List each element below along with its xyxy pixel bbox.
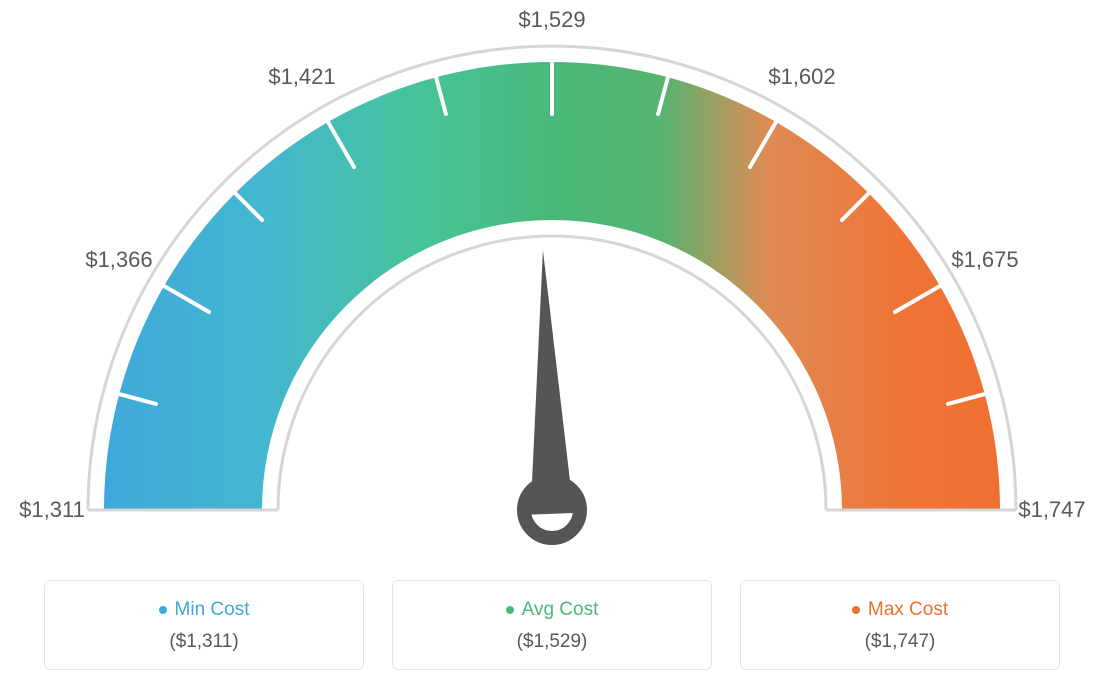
gauge-tick-label: $1,602 bbox=[768, 64, 835, 90]
legend-value-avg: ($1,529) bbox=[413, 631, 691, 653]
legend-card-min: Min Cost ($1,311) bbox=[44, 580, 364, 670]
gauge-tick-label: $1,675 bbox=[951, 247, 1018, 273]
legend-title-min: Min Cost bbox=[159, 599, 250, 621]
legend-title-text: Avg Cost bbox=[522, 599, 599, 621]
legend-dot-icon bbox=[506, 606, 514, 614]
legend-title-text: Max Cost bbox=[868, 599, 948, 621]
legend-value-min: ($1,311) bbox=[65, 631, 343, 653]
gauge-tick-label: $1,529 bbox=[518, 7, 585, 33]
gauge-tick-label: $1,747 bbox=[1018, 497, 1085, 523]
legend-card-max: Max Cost ($1,747) bbox=[740, 580, 1060, 670]
legend-card-avg: Avg Cost ($1,529) bbox=[392, 580, 712, 670]
legend-title-avg: Avg Cost bbox=[506, 599, 599, 621]
gauge-tick-label: $1,421 bbox=[268, 64, 335, 90]
legend-title-text: Min Cost bbox=[175, 599, 250, 621]
legend-title-max: Max Cost bbox=[852, 599, 948, 621]
gauge-chart: $1,311 $1,366 $1,421 $1,529 $1,602 $1,675 $1,7… bbox=[0, 0, 1104, 560]
gauge-tick-label: $1,311 bbox=[19, 497, 85, 523]
gauge-svg bbox=[0, 0, 1104, 560]
legend-dot-icon bbox=[852, 606, 860, 614]
legend-row: Min Cost ($1,311) Avg Cost ($1,529) Max Cost… bbox=[0, 580, 1104, 670]
legend-dot-icon bbox=[159, 606, 167, 614]
gauge-tick-label: $1,366 bbox=[85, 247, 152, 273]
legend-value-max: ($1,747) bbox=[761, 631, 1039, 653]
